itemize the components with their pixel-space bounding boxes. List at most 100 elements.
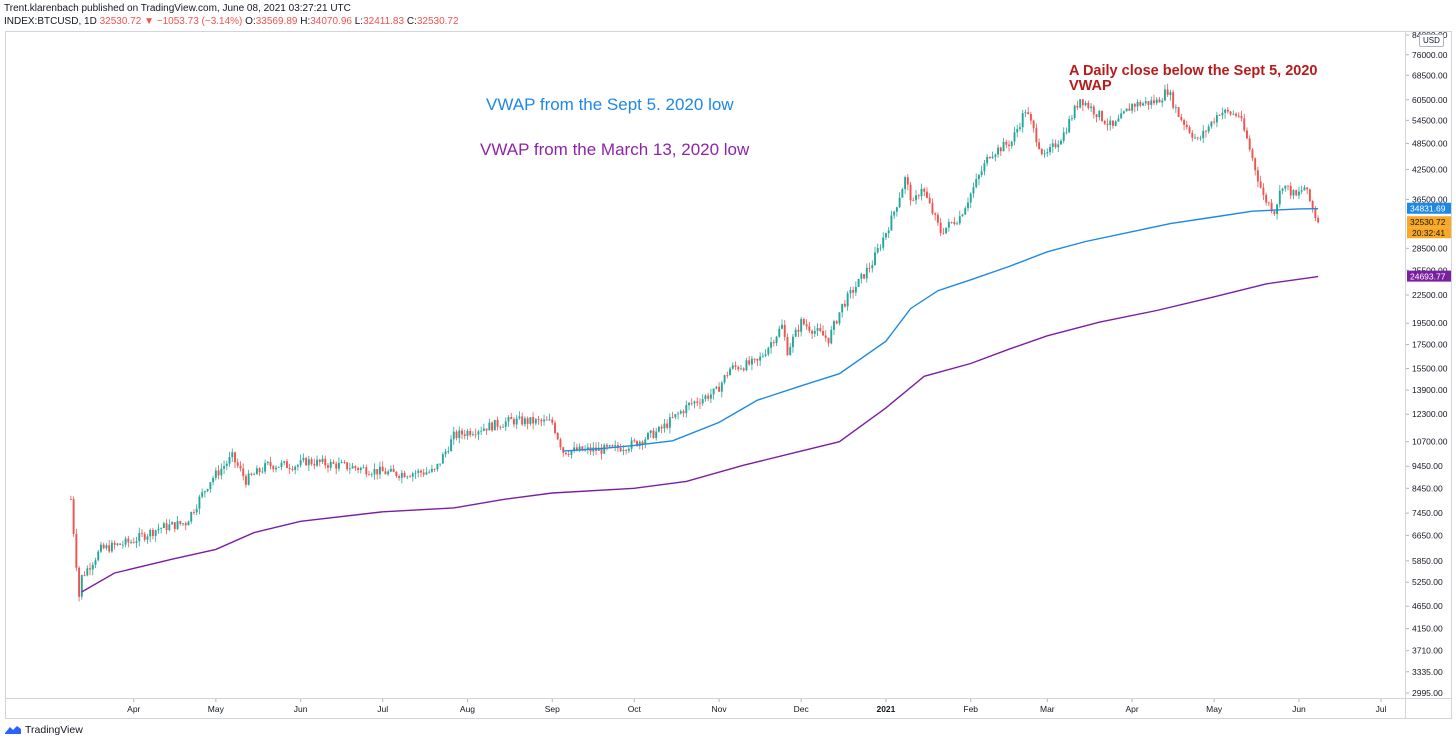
time-axis[interactable]: Apr May Jun Jul Aug Sep Oct Nov Dec 2021 Feb Mar Apr… <box>127 699 1387 714</box>
candle-body <box>157 528 160 531</box>
candle-body <box>179 521 182 524</box>
candle-body <box>343 462 346 464</box>
candle-body <box>729 368 732 376</box>
time-tick-label: Feb <box>963 704 978 714</box>
candle-body <box>477 431 480 435</box>
candle-body <box>439 463 442 465</box>
candle-body <box>1114 121 1117 126</box>
currency-badge[interactable]: USD <box>1419 34 1444 47</box>
candle-body <box>608 445 611 447</box>
candle-body <box>296 465 299 467</box>
candle-body <box>805 324 808 327</box>
candle-body <box>980 171 983 176</box>
candle-body <box>581 446 584 451</box>
candle-body <box>649 430 652 433</box>
candle-body <box>480 430 483 432</box>
price-change: −1053.73 (−3.14%) <box>156 16 243 27</box>
candle-body <box>750 358 753 365</box>
time-tick-label: Sep <box>545 704 560 714</box>
candle-body <box>346 462 349 470</box>
candle-body <box>611 445 614 447</box>
candle-body <box>234 452 236 463</box>
time-tick-label: May <box>208 704 225 714</box>
candle-body <box>89 568 91 570</box>
candle-body <box>1068 119 1071 133</box>
candle-body <box>1262 187 1265 195</box>
candle-body <box>327 465 329 468</box>
candle-body <box>852 290 855 293</box>
candle-body <box>433 468 436 470</box>
candle-body <box>113 542 116 545</box>
open-label: O: <box>245 16 256 27</box>
candle-body <box>324 458 327 466</box>
candle-body <box>939 222 942 234</box>
candle-body <box>447 451 450 452</box>
candle-body <box>510 417 513 420</box>
time-tick-label: Jul <box>377 704 388 714</box>
price-tick-label: 60500.00 <box>1412 95 1448 105</box>
candle-body <box>674 414 677 418</box>
candle-body <box>554 422 556 434</box>
candle-body <box>1109 120 1112 126</box>
candle-body <box>1117 118 1120 122</box>
candle-body <box>988 156 991 159</box>
candle-body <box>969 193 972 203</box>
candle-body <box>1232 113 1235 115</box>
candle-body <box>679 411 682 414</box>
candle-body <box>1284 185 1287 189</box>
candle-body <box>1073 105 1076 119</box>
candle-body <box>78 567 81 597</box>
candle-body <box>1084 102 1087 106</box>
candle-body <box>403 472 406 478</box>
candle-body <box>357 468 360 471</box>
candle-body <box>802 319 805 325</box>
price-tick-label: 68500.00 <box>1412 70 1448 80</box>
candle-body <box>515 418 518 425</box>
candle-body <box>1002 141 1005 152</box>
candle-body <box>485 428 488 431</box>
candle-body <box>622 450 625 452</box>
candle-body <box>748 360 751 365</box>
candle-body <box>1070 118 1073 120</box>
candle-body <box>912 200 915 202</box>
candle-body <box>75 533 78 568</box>
candle-body <box>1202 130 1205 139</box>
candle-body <box>1317 218 1320 223</box>
candle-body <box>474 434 477 436</box>
candle-body <box>337 462 340 469</box>
candle-body <box>901 189 904 198</box>
candle-body <box>663 423 666 429</box>
chart-svg[interactable]: 84000.0076000.0068500.0060500.0054500.00… <box>5 30 1452 719</box>
price-tick-label: 17500.00 <box>1412 340 1448 350</box>
candle-body <box>906 177 909 185</box>
candle-body <box>570 450 573 455</box>
candle-body <box>562 447 565 453</box>
candle-body <box>986 156 989 164</box>
candle-body <box>846 293 849 307</box>
candle-body <box>666 423 669 428</box>
candle-body <box>187 521 190 526</box>
candle-body <box>504 421 507 427</box>
candle-body <box>1095 114 1098 118</box>
candle-body <box>1183 120 1186 125</box>
time-tick-label: Jun <box>294 704 308 714</box>
candle-body <box>543 419 546 422</box>
price-label-bg <box>1407 202 1451 214</box>
candle-body <box>414 472 417 474</box>
candle-body <box>444 451 447 455</box>
candle-body <box>808 326 811 331</box>
candle-body <box>1147 101 1150 105</box>
price-chart[interactable]: 84000.0076000.0068500.0060500.0054500.00… <box>5 30 1452 719</box>
candle-body <box>294 466 297 470</box>
candle-body <box>143 533 146 540</box>
candle-body <box>400 472 403 478</box>
candle-body <box>564 452 567 455</box>
candle-body <box>452 431 455 440</box>
candle-body <box>761 355 764 357</box>
candle-body <box>767 347 770 355</box>
candle-body <box>97 551 100 561</box>
price-tick-label: 76000.00 <box>1412 50 1448 60</box>
candle-body <box>928 197 931 204</box>
candle-body <box>983 163 986 172</box>
candle-body <box>822 330 824 336</box>
